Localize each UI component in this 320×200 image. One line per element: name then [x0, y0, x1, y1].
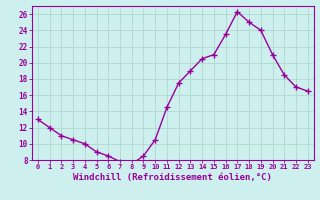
X-axis label: Windchill (Refroidissement éolien,°C): Windchill (Refroidissement éolien,°C)	[73, 173, 272, 182]
